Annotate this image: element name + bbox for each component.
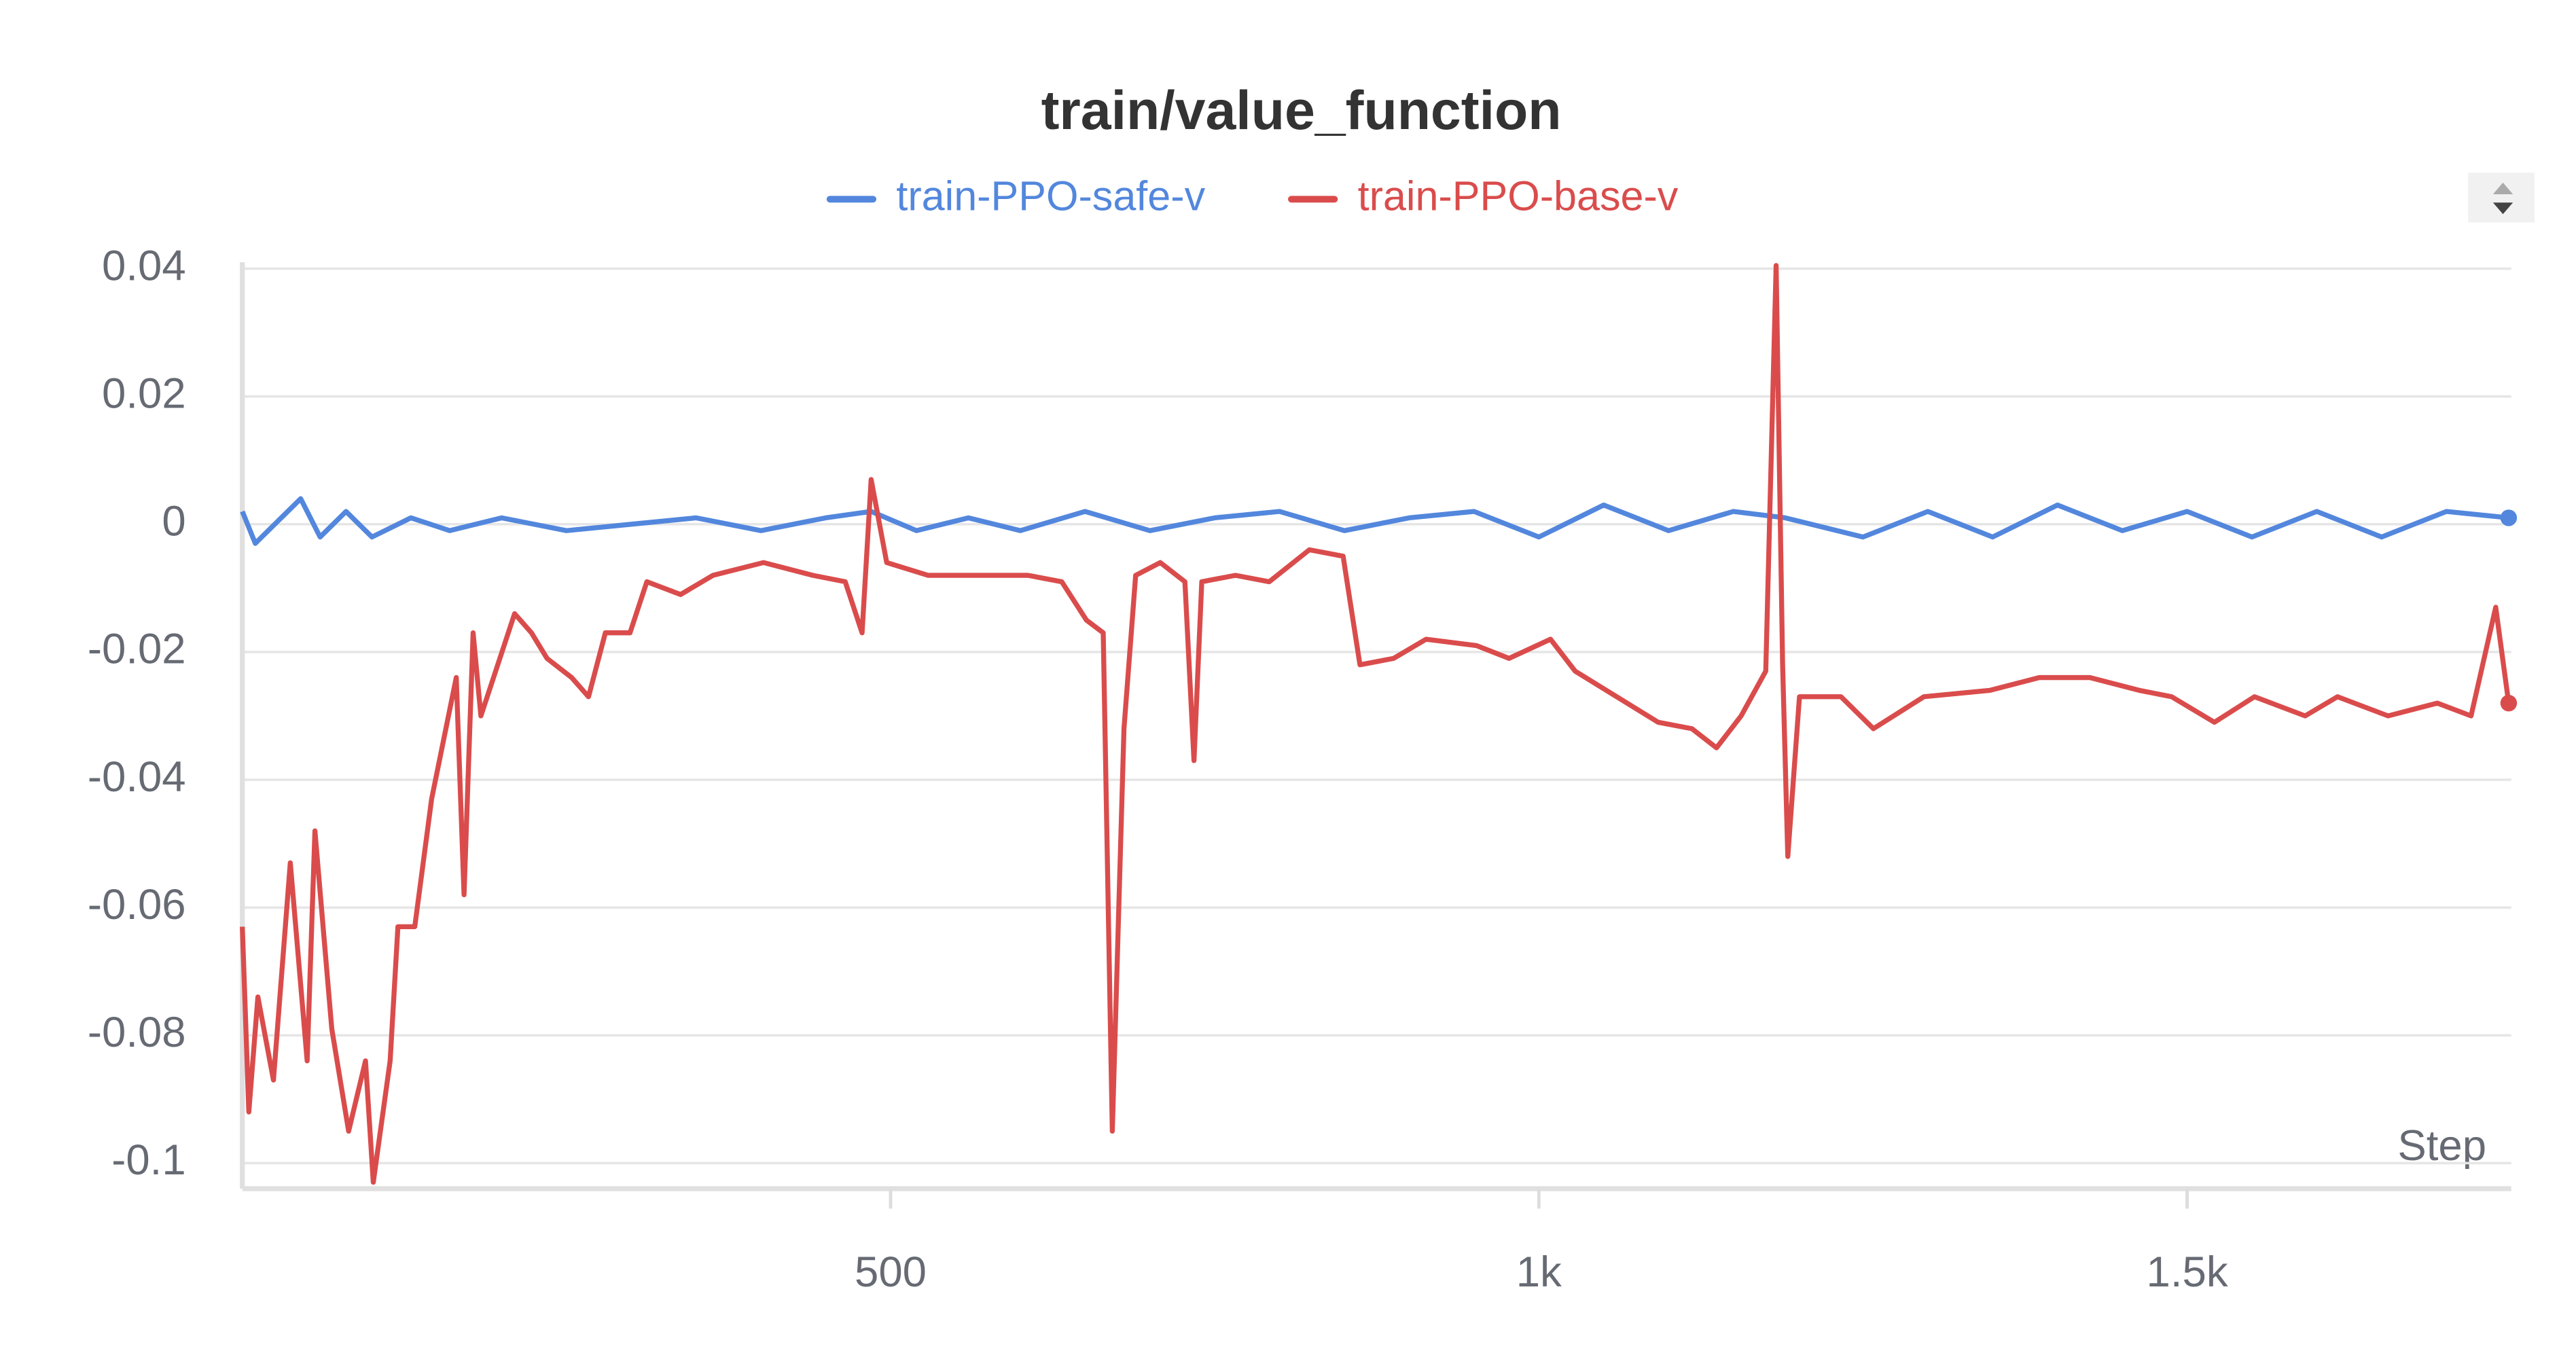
y-tick-label: -0.08 bbox=[88, 1008, 186, 1056]
x-tick-label: 1.5k bbox=[2147, 1248, 2228, 1296]
y-tick-label: 0 bbox=[162, 497, 185, 545]
y-tick-label: 0.02 bbox=[102, 369, 186, 417]
y-tick-label: 0.04 bbox=[102, 241, 186, 289]
scroll-down[interactable] bbox=[2492, 202, 2514, 215]
x-tick-label: 1k bbox=[1516, 1248, 1562, 1296]
legend-label: train-PPO-safe-v bbox=[896, 173, 1205, 219]
end-point bbox=[2500, 694, 2518, 712]
x-tick-label: 500 bbox=[855, 1248, 927, 1296]
chart-title: train/value_function bbox=[1041, 80, 1562, 141]
y-tick-label: -0.1 bbox=[111, 1136, 185, 1184]
y-tick-label: -0.06 bbox=[88, 880, 186, 928]
end-point bbox=[2500, 509, 2518, 526]
scroll-button[interactable] bbox=[2468, 173, 2535, 223]
legend-label: train-PPO-base-v bbox=[1358, 173, 1679, 219]
y-tick-label: -0.04 bbox=[88, 753, 186, 801]
legend-scroll[interactable] bbox=[2468, 173, 2535, 223]
scroll-up[interactable] bbox=[2492, 182, 2514, 194]
series-line bbox=[240, 496, 2509, 546]
y-tick-label: -0.02 bbox=[88, 625, 186, 673]
x-axis-label: Step bbox=[2397, 1121, 2486, 1170]
series-line bbox=[240, 263, 2511, 1185]
